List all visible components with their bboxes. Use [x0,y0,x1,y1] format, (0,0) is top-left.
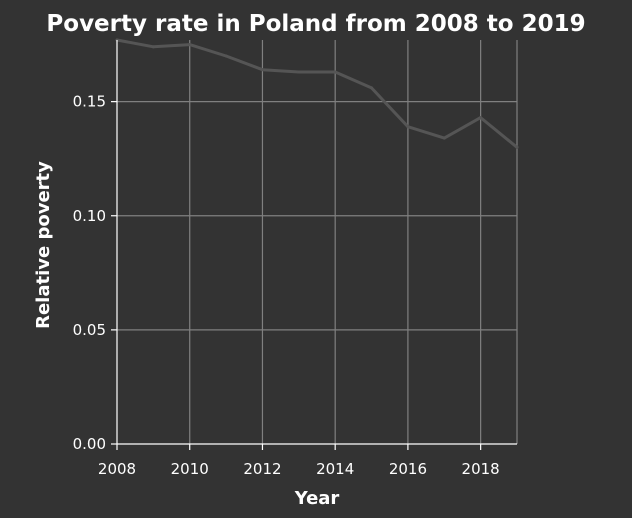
x-axis-label: Year [294,488,340,509]
axes [111,40,517,450]
data-point-2018 [479,116,483,120]
data-point-2012 [260,68,264,72]
data-point-2017 [442,136,446,140]
y-axis-label: Relative poverty [33,161,54,329]
data-point-2010 [188,43,192,47]
y-tick-label-0: 0.00 [73,435,106,453]
series-layer [115,38,519,149]
grid-lines [117,40,518,444]
x-tick-label-2008: 2008 [98,460,136,478]
x-tick-label-2016: 2016 [389,460,427,478]
data-point-2009 [151,45,155,49]
y-tick-label-0_05: 0.05 [73,321,106,339]
data-point-2013 [297,70,301,74]
x-tick-label-2010: 2010 [171,460,209,478]
y-tick-label-0_15: 0.15 [73,93,106,111]
data-point-2014 [333,70,337,74]
data-point-2011 [224,54,228,58]
x-tick-label-2012: 2012 [243,460,281,478]
data-point-2015 [370,86,374,90]
tick-labels: 2008 2010 2012 2014 2016 2018 0.00 0.05 0.10 0.15 [73,93,500,478]
data-point-2019 [515,145,519,149]
x-tick-label-2014: 2014 [316,460,354,478]
data-point-2016 [406,125,410,129]
chart-title: Poverty rate in Poland from 2008 to 2019 [46,11,585,37]
x-tick-label-2018: 2018 [462,460,500,478]
y-tick-label-0_1: 0.10 [73,207,106,225]
series-line-0 [115,38,519,149]
